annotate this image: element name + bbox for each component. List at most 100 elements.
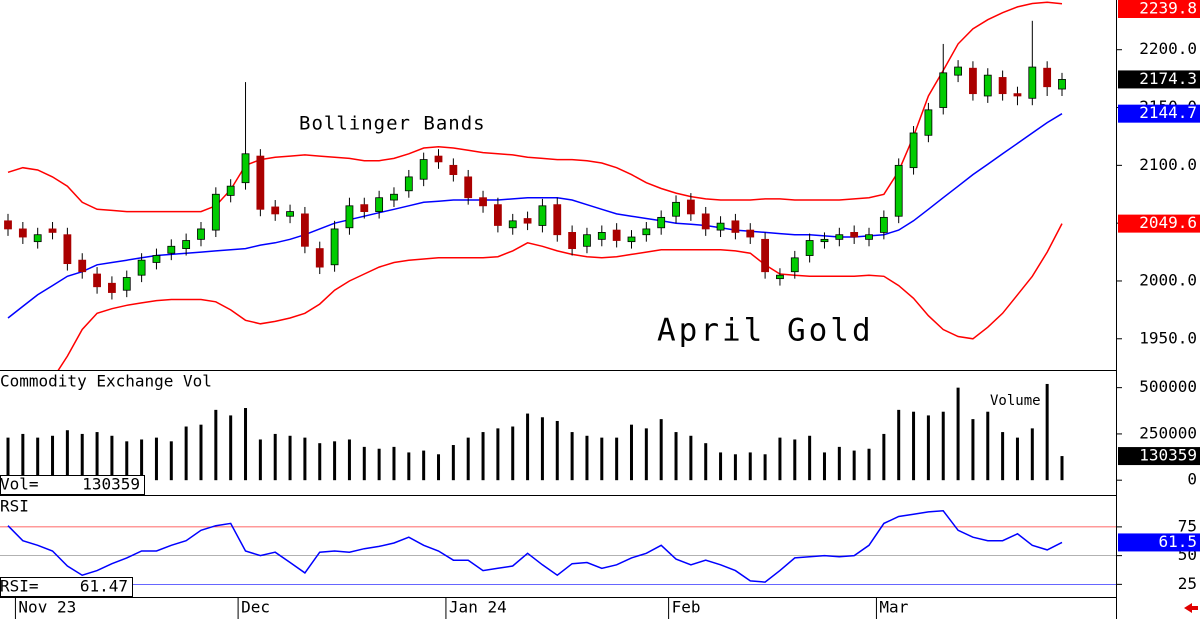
candle-body [48, 228, 57, 233]
candle-body [1043, 67, 1052, 88]
candle-body [167, 245, 176, 254]
volume-bar [6, 437, 10, 481]
volume-bar [318, 443, 322, 481]
volume-bar [362, 446, 366, 481]
candle-body [390, 193, 398, 201]
value-tag [1118, 0, 1200, 18]
candle-body [597, 232, 606, 240]
candle-body [879, 216, 888, 233]
volume-bar [748, 452, 752, 481]
volume-bar [674, 432, 678, 481]
value-tag-label: 2144.7 [1139, 103, 1197, 122]
y-tick-label: 2100.0 [1139, 155, 1197, 174]
x-tick-label: Nov 23 [18, 598, 76, 617]
volume-bar [1015, 437, 1019, 481]
candle-body [538, 205, 547, 226]
candle-body [434, 155, 443, 163]
value-tag-label: 2239.8 [1139, 0, 1197, 18]
candle-body [983, 74, 992, 97]
y-tick-label: 2200.0 [1139, 39, 1197, 58]
candle-body [419, 159, 428, 180]
y-tick-label: 250000 [1139, 423, 1197, 442]
volume-bar [808, 435, 812, 481]
candle-body [894, 164, 903, 217]
candle-body [137, 259, 146, 276]
y-tick-label: 75 [1178, 516, 1197, 535]
scroll-arrow[interactable] [1184, 603, 1198, 613]
volume-bar [659, 419, 663, 481]
candle-body [78, 259, 87, 273]
volume-bar [288, 435, 292, 481]
volume-bar [258, 439, 262, 481]
candle-body [761, 238, 769, 273]
candle-body [33, 234, 42, 243]
candle-body [568, 232, 577, 249]
value-tag [1118, 447, 1200, 466]
candle-body [256, 155, 265, 210]
volume-bar [1001, 432, 1005, 481]
volume-bar [793, 439, 797, 481]
volume-bar [51, 435, 55, 481]
candle-body [493, 204, 502, 226]
candle-body [523, 218, 532, 224]
candle-body [969, 67, 977, 95]
candle-body [1058, 79, 1066, 90]
volume-bar [273, 433, 277, 481]
value-tag [1118, 533, 1200, 552]
candle-body [583, 234, 591, 247]
candle-body [226, 185, 235, 196]
rsi-legend-value: 61.47 [80, 577, 128, 596]
value-tag-label: 130359 [1139, 446, 1197, 465]
volume-bar [897, 409, 901, 481]
candle-body [375, 197, 384, 212]
candle-body [197, 228, 205, 240]
volume-bar [778, 437, 782, 481]
volume-bar [763, 454, 767, 481]
volume-bar [941, 411, 945, 481]
volume-bar [526, 413, 530, 481]
volume-bar [704, 443, 708, 481]
volume-bar [214, 409, 218, 481]
volume-bar [689, 435, 693, 481]
volume-bar [719, 452, 723, 481]
volume-bar [21, 433, 25, 481]
volume-bar [615, 437, 619, 481]
volume-bar [629, 424, 633, 481]
volume-legend-box [0, 475, 145, 495]
band-upper [7, 1, 1063, 213]
candle-body [1028, 66, 1037, 99]
y-tick-label: 25 [1178, 574, 1197, 593]
candle-body [4, 220, 12, 230]
candle-body [553, 204, 562, 236]
rsi-plot [7, 510, 1063, 583]
band-lower [57, 223, 1063, 370]
x-tick-label: Dec [241, 598, 270, 617]
y-tick-label: 1950.0 [1139, 328, 1197, 347]
candle-body [835, 234, 844, 240]
volume-bar [570, 432, 574, 481]
value-tag-label: 2174.3 [1139, 69, 1197, 88]
volume-bar [926, 415, 930, 481]
band-middle [7, 113, 1063, 319]
volume-bar [822, 452, 826, 481]
candle-body [286, 211, 294, 217]
candle-body [716, 222, 725, 231]
candle-body [998, 77, 1007, 95]
candle-body [1013, 93, 1022, 97]
candle-body [820, 238, 829, 243]
volume-bar [481, 432, 485, 481]
volume-bar [229, 415, 233, 481]
volume-bar [65, 430, 69, 481]
volume-bar [971, 419, 975, 481]
value-tag-label: 2049.6 [1139, 213, 1197, 232]
volume-bar [422, 450, 426, 481]
candle-body [271, 206, 280, 215]
volume-bar [333, 441, 337, 481]
volume-bar [986, 411, 990, 481]
candle-body [731, 220, 740, 233]
volume-bar [882, 433, 886, 481]
candle-body [241, 153, 250, 184]
volume-bar [585, 435, 589, 481]
